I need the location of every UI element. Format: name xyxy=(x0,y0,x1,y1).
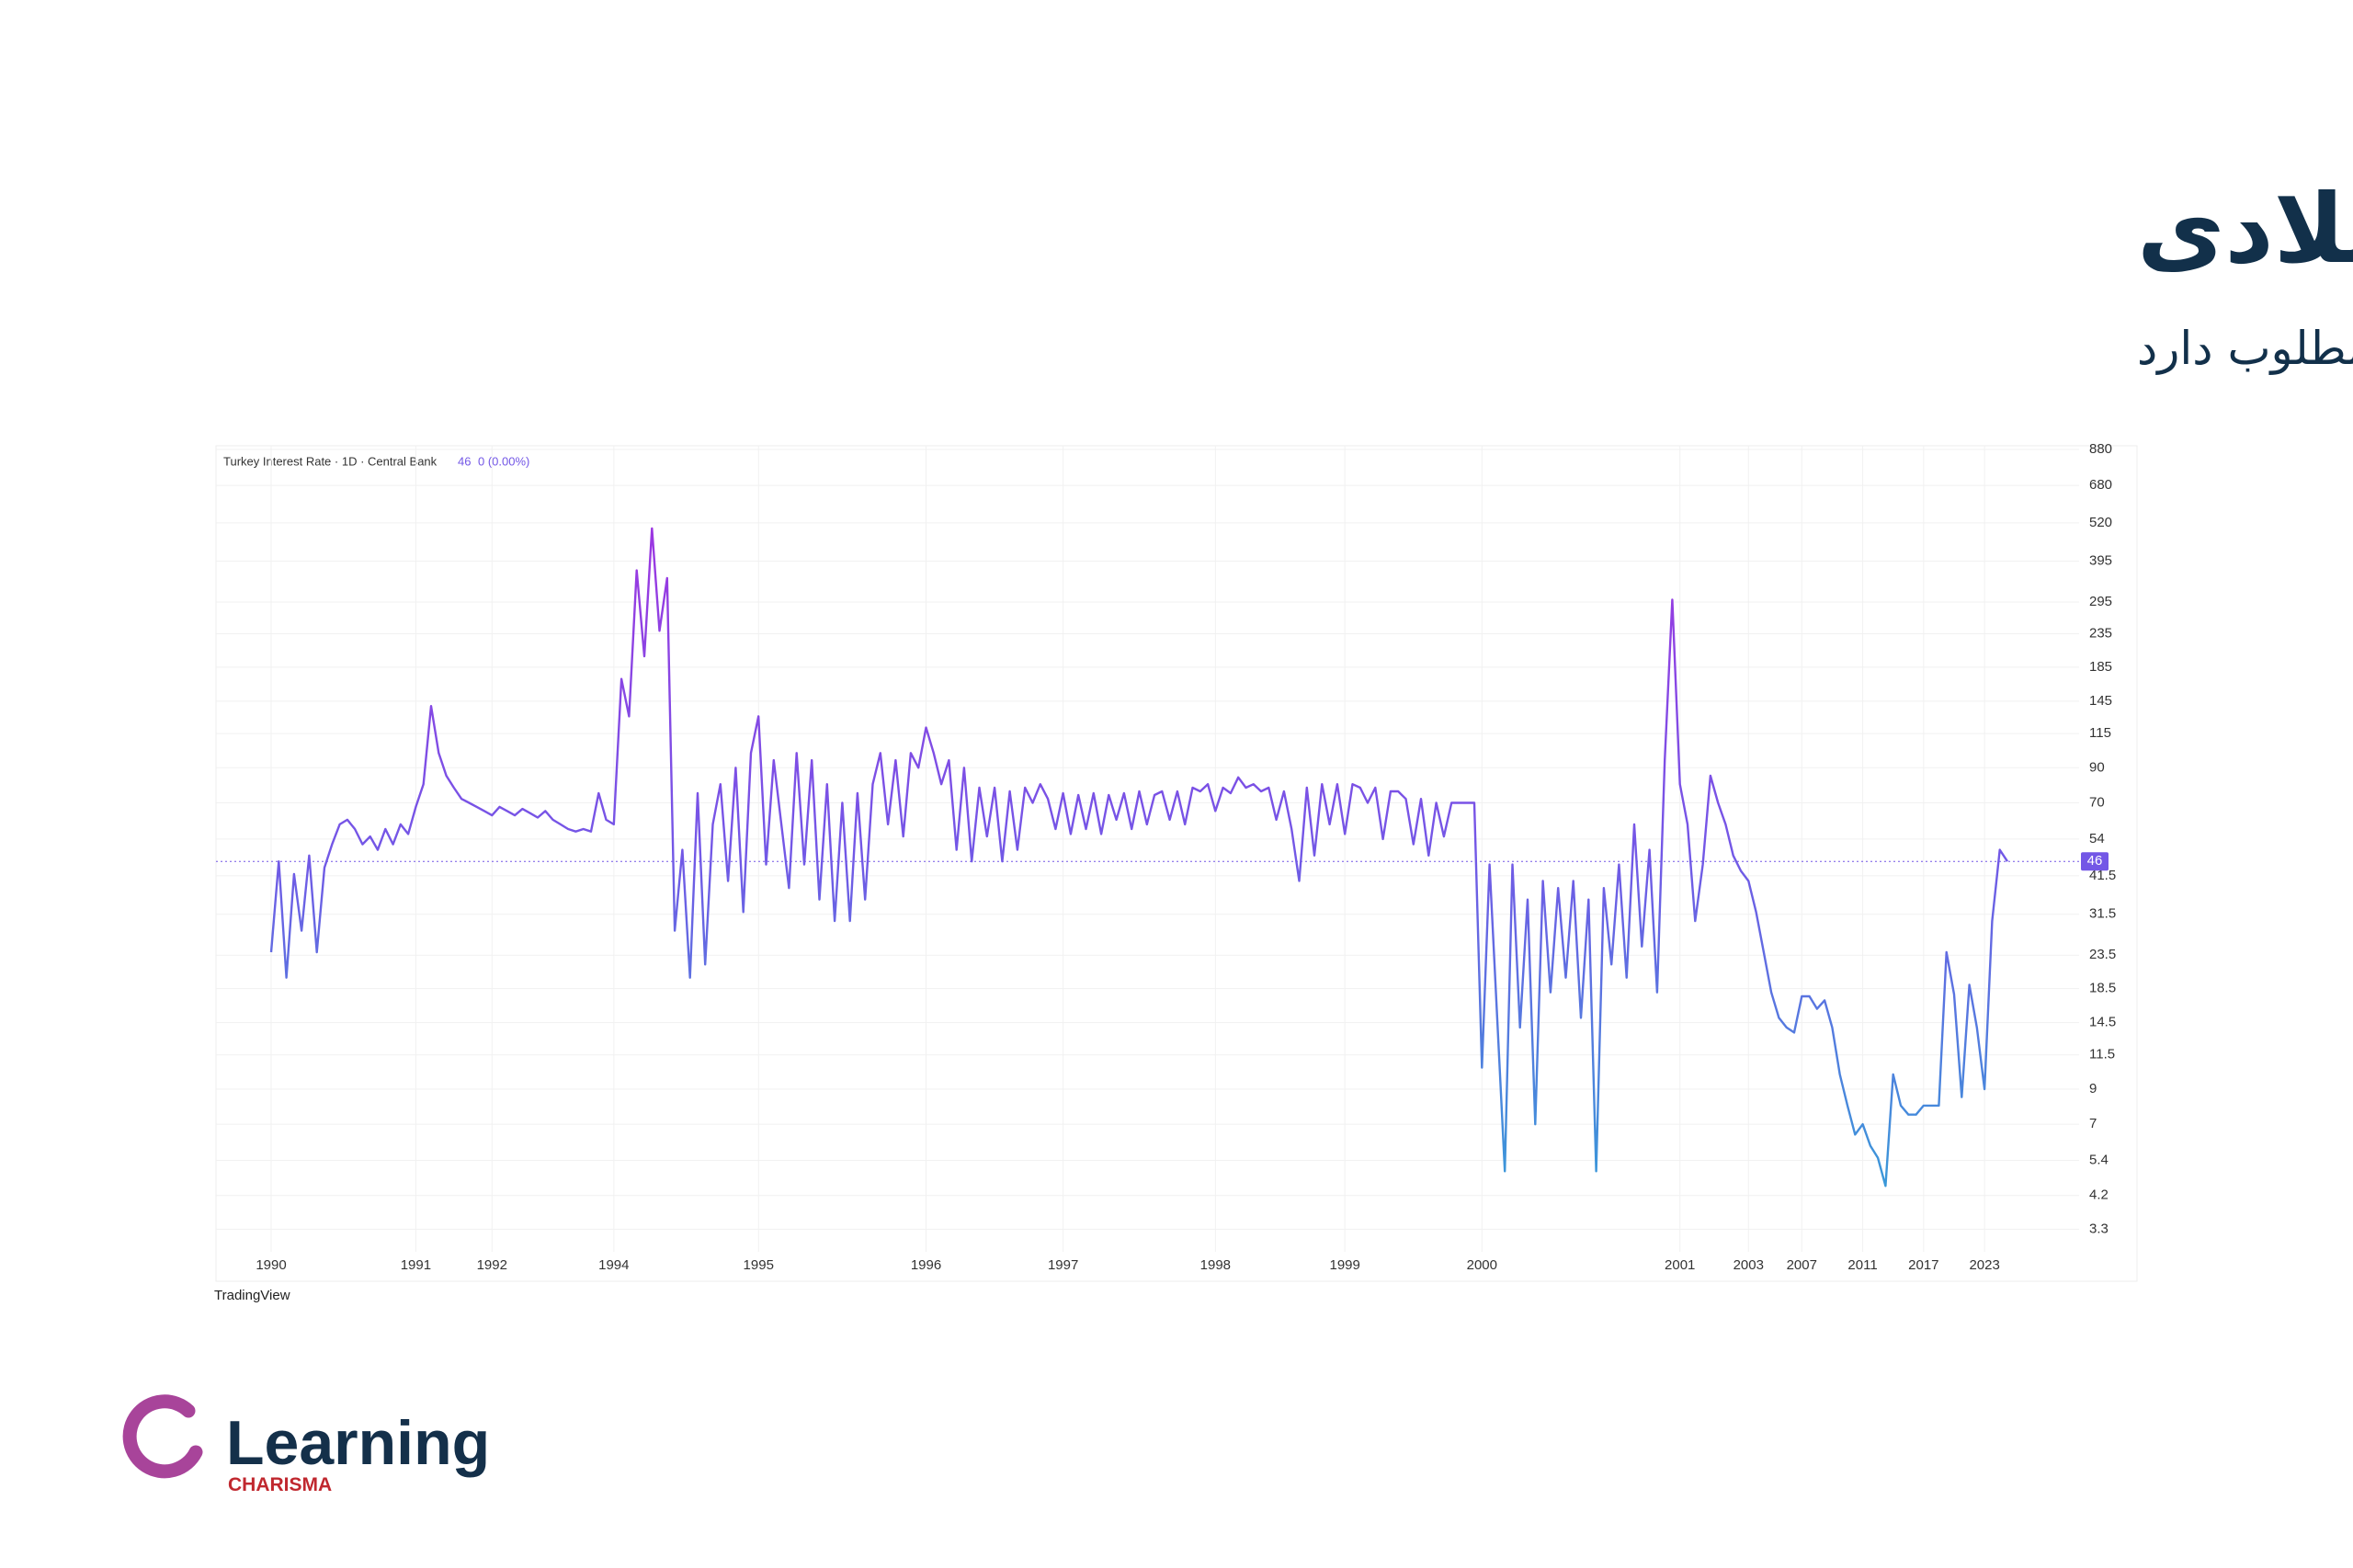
x-tick-label: 1999 xyxy=(1329,1257,1359,1273)
plot: 3.3 4.2 5.4 7 9 11.5 14.5 18.5 23.5 31.5 41.5 54 70 9… xyxy=(216,441,2116,1273)
y-tick-label: 23.5 xyxy=(2089,947,2116,962)
page-subtitle: تغییرات زیاد نرخ بهره حکایت از وضعیت اقت… xyxy=(2137,322,2353,376)
x-tick-label: 1994 xyxy=(598,1257,629,1273)
chart-last-value: 46 xyxy=(458,454,471,468)
x-tick-label: 2011 xyxy=(1847,1257,1877,1273)
y-tick-label: 5.4 xyxy=(2089,1153,2109,1168)
x-tick-label: 1991 xyxy=(401,1257,431,1273)
y-tick-label: 3.3 xyxy=(2089,1221,2109,1236)
y-tick-label: 295 xyxy=(2089,594,2112,609)
y-tick-label: 14.5 xyxy=(2089,1015,2116,1030)
page-title: نرخ بهره در کشور ترکیه از سال ۱۹۹۰ میلاد… xyxy=(2137,173,2353,285)
y-tick-label: 7 xyxy=(2089,1116,2097,1131)
data-line xyxy=(269,527,2009,1187)
y-tick-label: 90 xyxy=(2089,759,2105,775)
x-tick-label: 1995 xyxy=(744,1257,774,1273)
x-tick-label: 2003 xyxy=(1733,1257,1764,1273)
x-tick-label: 1998 xyxy=(1200,1257,1231,1273)
y-tick-label: 185 xyxy=(2089,659,2112,675)
source: TradingView xyxy=(214,1288,290,1303)
x-tick-label: 1992 xyxy=(477,1257,507,1273)
y-tick-label: 54 xyxy=(2089,831,2105,846)
y-tick-label: 520 xyxy=(2089,515,2112,530)
logo-name: Learning xyxy=(226,1408,490,1478)
x-tick-label: 1996 xyxy=(911,1257,941,1273)
y-tick-label: 880 xyxy=(2089,441,2112,457)
x-tick-label: 2007 xyxy=(1787,1257,1817,1273)
x-tick-label: 2000 xyxy=(1467,1257,1497,1273)
chart-frame xyxy=(215,445,2138,1282)
y-tick-label: 4.2 xyxy=(2089,1187,2109,1203)
y-tick-label: 9 xyxy=(2089,1081,2097,1096)
x-tick-label: 2023 xyxy=(1969,1257,1999,1273)
y-tick-label: 680 xyxy=(2089,477,2112,493)
chart-symbol: Turkey Interest Rate · 1D · Central Bank xyxy=(223,454,438,468)
y-tick-label: 18.5 xyxy=(2089,981,2116,996)
y-tick-label: 235 xyxy=(2089,625,2112,641)
y-tick-label: 115 xyxy=(2089,725,2111,741)
logo-sub: CHARISMA xyxy=(228,1474,332,1495)
y-tick-label: 31.5 xyxy=(2089,906,2116,922)
y-tick-label: 41.5 xyxy=(2089,868,2116,883)
y-tick-label: 11.5 xyxy=(2089,1047,2115,1062)
y-tick-label: 395 xyxy=(2089,553,2112,569)
x-tick-label: 1990 xyxy=(256,1257,286,1273)
chart-change: 0 (0.00%) xyxy=(478,454,529,468)
last-value-label: 46 xyxy=(2087,853,2103,869)
y-tick-label: 70 xyxy=(2089,794,2105,810)
x-tick-label: 1997 xyxy=(1048,1257,1078,1273)
last-value-tag xyxy=(2081,852,2109,871)
y-tick-label: 145 xyxy=(2089,693,2112,709)
logo-icon xyxy=(122,1394,203,1479)
x-tick-label: 2001 xyxy=(1665,1257,1695,1273)
x-tick-label: 2017 xyxy=(1908,1257,1938,1273)
